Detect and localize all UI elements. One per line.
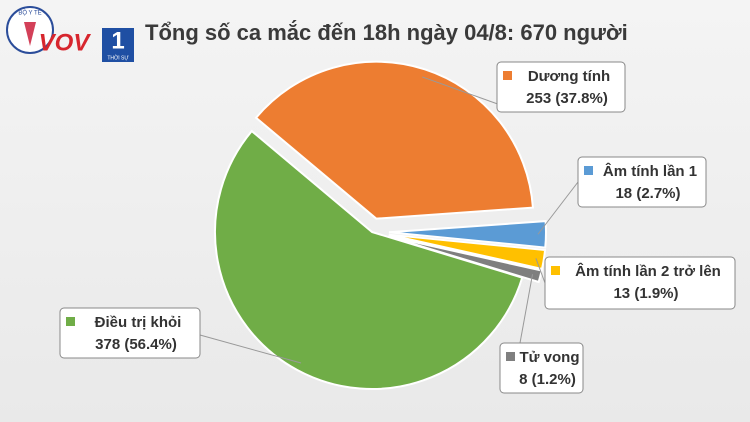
legend-swatch [503,71,512,80]
legend-label: Âm tính lần 2 trở lên [575,262,721,280]
brand: VOV [39,29,92,56]
seal-icon [24,22,36,46]
leader-line [519,274,534,344]
value-label: 253 (37.8%) [526,90,608,107]
value-label: 18 (2.7%) [615,185,680,202]
label-box [544,256,736,310]
legend-swatch [506,352,515,361]
label-box [577,156,707,208]
program: THỜI SỰ [107,54,129,61]
leader-line [199,334,302,364]
legend-swatch [66,317,75,326]
logo: BỘ Y TẾ VOV 1 THỜI SỰ [6,6,134,62]
pie-slice [388,220,547,249]
legend-label: Tử vong [519,349,579,366]
legend-swatch [584,166,593,175]
channel: 1 [111,27,124,54]
chart-title: Tổng số ca mắc đến 18h ngày 04/8: 670 ng… [145,20,628,45]
value-label: 13 (1.9%) [613,285,678,302]
label-box [496,61,626,113]
pie-slice [214,129,524,390]
label-box [499,342,584,394]
legend-label: Dương tính [528,68,610,85]
pie-slice [254,60,534,220]
legend-label: Âm tính lần 1 [603,162,697,180]
label-box [59,307,201,359]
pie-slice [388,233,547,271]
value-label: 378 (56.4%) [95,336,177,353]
channel-box [102,28,134,62]
value-label: 8 (1.2%) [519,371,576,388]
legend-swatch [551,266,560,275]
leader-line [535,258,546,284]
seal-text: BỘ Y TẾ [18,10,41,17]
legend-label: Điều trị khỏi [95,314,182,331]
leader-line [537,181,579,235]
